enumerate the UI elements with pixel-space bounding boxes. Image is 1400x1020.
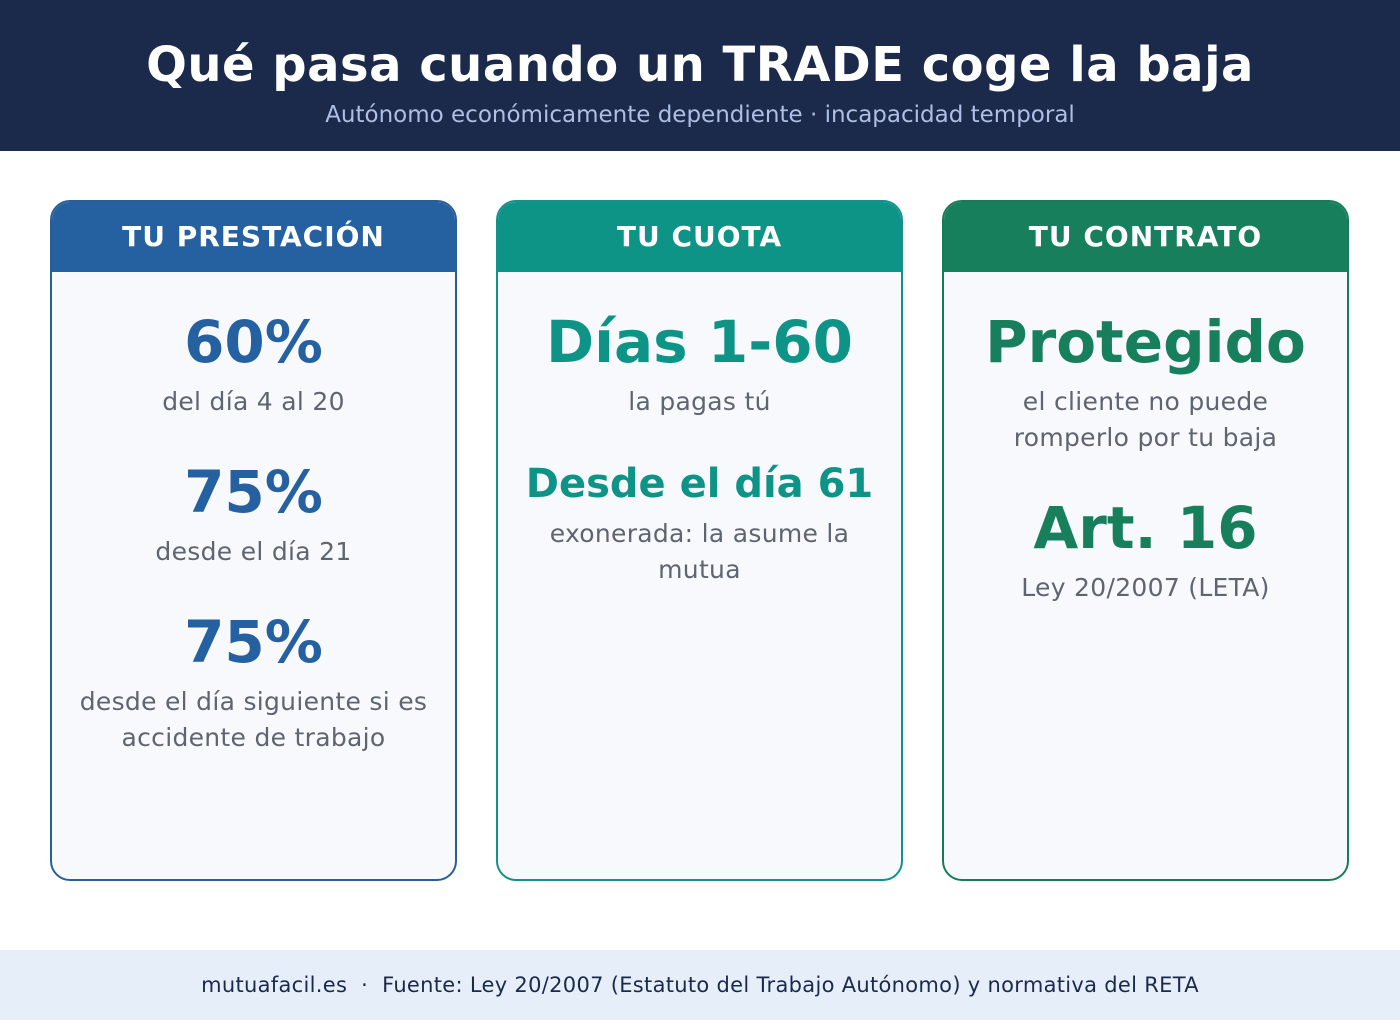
prestacion-value-3: 75% xyxy=(184,608,323,676)
header-banner: Qué pasa cuando un TRADE coge la baja Au… xyxy=(0,0,1400,151)
card-contrato: TU CONTRATO Protegido el cliente no pued… xyxy=(942,200,1349,881)
contrato-item-2: Art. 16 Ley 20/2007 (LETA) xyxy=(944,496,1347,606)
card-cuota-title: TU CUOTA xyxy=(498,202,901,272)
cuota-item-2: Desde el día 61 exonerada: la asume la m… xyxy=(498,460,901,588)
prestacion-text-2: desde el día 21 xyxy=(155,537,352,566)
prestacion-text-1: del día 4 al 20 xyxy=(162,387,345,416)
footer: mutuafacil.es · Fuente: Ley 20/2007 (Est… xyxy=(0,950,1400,1020)
contrato-value-1: Protegido xyxy=(985,308,1306,376)
prestacion-item-2: 75% desde el día 21 xyxy=(52,460,455,570)
cuota-text-2a: exonerada: la asume la xyxy=(549,519,850,548)
contrato-text-1a: el cliente no puede xyxy=(1022,387,1269,416)
prestacion-value-2: 75% xyxy=(184,458,323,526)
card-prestacion: TU PRESTACIÓN 60% del día 4 al 20 75% de… xyxy=(50,200,457,881)
contrato-text-2: Ley 20/2007 (LETA) xyxy=(1021,573,1270,602)
prestacion-value-1: 60% xyxy=(184,308,323,376)
cuota-item-1: Días 1-60 la pagas tú xyxy=(498,310,901,420)
card-prestacion-title: TU PRESTACIÓN xyxy=(52,202,455,272)
footer-source: mutuafacil.es · Fuente: Ley 20/2007 (Est… xyxy=(201,973,1199,997)
cuota-text-1: la pagas tú xyxy=(628,387,771,416)
page-title: Qué pasa cuando un TRADE coge la baja xyxy=(146,37,1254,93)
prestacion-item-3: 75% desde el día siguiente si es acciden… xyxy=(52,610,455,756)
prestacion-text-3b: accidente de trabajo xyxy=(121,723,386,752)
cuota-value-1: Días 1-60 xyxy=(545,308,854,376)
page-subtitle: Autónomo económicamente dependiente · in… xyxy=(325,102,1075,128)
contrato-value-2: Art. 16 xyxy=(1033,494,1258,562)
cuota-value-2: Desde el día 61 xyxy=(525,461,874,507)
contrato-text-1b: romperlo por tu baja xyxy=(1013,423,1278,452)
cuota-text-2b: mutua xyxy=(658,555,741,584)
contrato-item-1: Protegido el cliente no puede romperlo p… xyxy=(944,310,1347,456)
prestacion-item-1: 60% del día 4 al 20 xyxy=(52,310,455,420)
prestacion-text-3a: desde el día siguiente si es xyxy=(79,687,428,716)
card-contrato-title: TU CONTRATO xyxy=(944,202,1347,272)
card-cuota: TU CUOTA Días 1-60 la pagas tú Desde el … xyxy=(496,200,903,881)
